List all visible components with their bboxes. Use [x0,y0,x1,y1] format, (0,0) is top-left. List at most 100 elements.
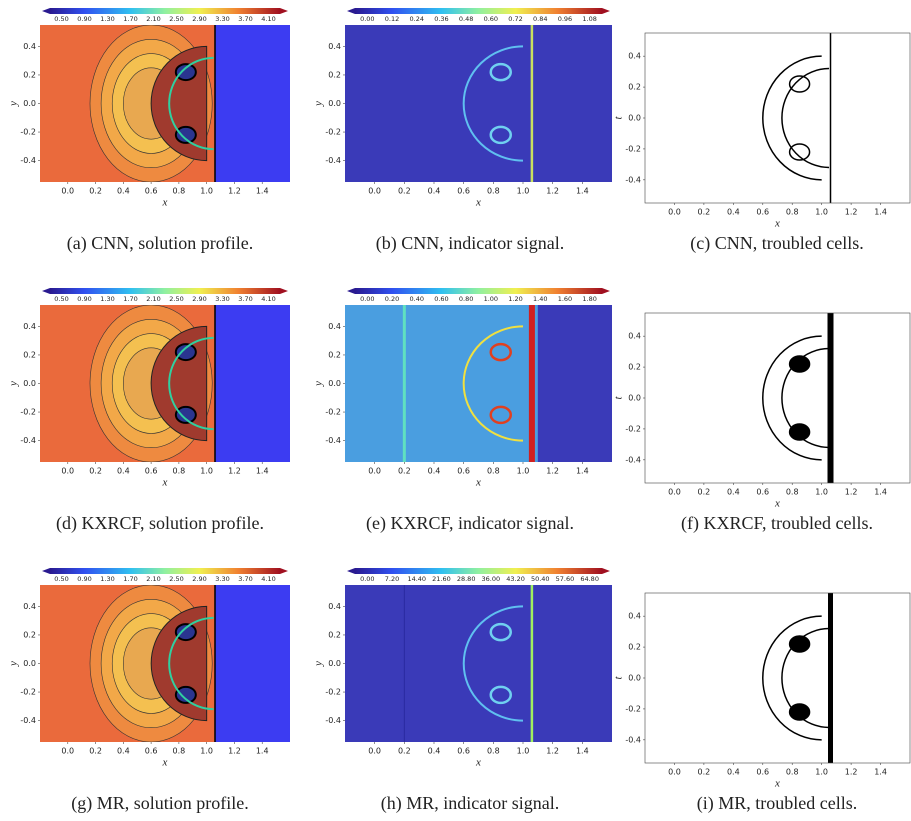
colorbar-tick-label: 1.70 [123,15,137,23]
colorbar-tick-label: 3.70 [238,15,252,23]
x-tick-label: 0.6 [457,187,470,196]
y-tick-label: 0.0 [628,114,641,123]
x-tick-label: 1.0 [815,488,828,497]
colorbar-tick-label: 2.90 [192,575,206,583]
colorbar-tick-label: 0.00 [360,15,374,23]
x-axis-label: x [774,778,780,790]
y-axis-label: y [313,101,325,107]
colorbar-end [347,288,355,294]
x-tick-label: 1.4 [874,488,887,497]
colorbar-tick-label: 0.20 [385,295,399,303]
plot-image [40,305,290,462]
colorbar-tick-label: 0.24 [410,15,424,23]
colorbar-tick-label: 3.70 [238,575,252,583]
colorbar-tick-label: 0.90 [77,295,91,303]
dome-signal [462,605,524,722]
x-tick-label: 1.0 [517,187,530,196]
caption: (f) KXRCF, troubled cells. [681,513,873,534]
y-tick-label: 0.0 [628,674,641,683]
x-tick-label: 0.0 [668,208,681,217]
caption: (i) MR, troubled cells. [697,793,857,814]
x-tick-label: 0.0 [368,187,381,196]
plot-image [40,25,290,182]
inner-front [168,56,214,151]
colorbar-tick-label: 3.30 [215,15,229,23]
y-tick-label: -0.4 [325,716,341,725]
x-tick-label: 0.4 [727,768,740,777]
x-axis-label: x [162,197,168,209]
colorbar-tick-label: 0.50 [54,575,68,583]
y-tick-label: 0.4 [328,42,341,51]
colorbar-tick-label: 1.80 [582,295,596,303]
colorbar-tick-label: 1.30 [100,15,114,23]
y-tick-label: -0.4 [625,735,641,744]
y-tick-label: 0.2 [628,83,641,92]
x-tick-label: 0.6 [756,768,769,777]
vortex [174,63,197,82]
inner-front [168,616,214,711]
post-shock [215,585,290,742]
colorbar-tick-label: 0.36 [434,15,448,23]
x-tick-label: 0.6 [145,467,158,476]
colorbar-tick-label: 1.30 [100,295,114,303]
colorbar-tick-label: 4.10 [261,575,275,583]
colorbar-tick-label: 0.12 [385,15,399,23]
x-tick-label: 0.6 [756,208,769,217]
colorbar-end [602,288,610,294]
y-axis-label: y [313,381,325,387]
colorbar-tick-label: 0.50 [54,295,68,303]
vortex-cells [788,635,811,653]
x-tick-label: 1.4 [256,747,269,756]
colorbar-tick-label: 2.50 [169,15,183,23]
colorbar-tick-label: 28.80 [457,575,476,583]
colorbar-tick-label: 43.20 [506,575,525,583]
x-tick-label: 1.2 [845,768,858,777]
field [645,313,910,483]
x-tick-label: 0.6 [145,747,158,756]
y-tick-label: 0.4 [23,42,36,51]
colorbar [50,568,280,574]
y-tick-label: -0.4 [625,175,641,184]
colorbar-tick-label: 2.10 [146,575,160,583]
post-shock [537,305,612,462]
y-tick-label: 0.0 [328,379,341,388]
post-shock [215,305,290,462]
x-tick-label: 0.0 [61,187,74,196]
colorbar-tick-label: 4.10 [261,15,275,23]
x-tick-label: 1.4 [576,467,589,476]
x-tick-label: 1.2 [845,488,858,497]
x-tick-label: 0.2 [89,747,102,756]
x-tick-label: 1.2 [546,187,559,196]
colorbar-tick-label: 21.60 [432,575,451,583]
colorbar-tick-label: 50.40 [531,575,550,583]
x-tick-label: 1.4 [576,747,589,756]
plot-image [345,25,612,182]
colorbar-end [280,8,288,14]
colorbar-tick-label: 4.10 [261,295,275,303]
colorbar [355,8,602,14]
x-tick-label: 0.2 [698,208,711,217]
y-axis-label: y [8,381,20,387]
colorbar-tick-label: 0.60 [434,295,448,303]
x-axis-label: x [475,477,481,489]
plot-image [645,313,910,483]
colorbar-tick-label: 1.70 [123,575,137,583]
colorbar-end [280,288,288,294]
y-tick-label: -0.2 [325,408,341,417]
vortex-cells [788,355,811,373]
x-tick-label: 0.4 [428,747,441,756]
inner-cells [781,67,830,169]
colorbar-end [347,8,355,14]
x-tick-label: 1.0 [517,467,530,476]
colorbar-tick-label: 36.00 [482,575,501,583]
y-axis-label: y [8,101,20,107]
x-tick-label: 0.2 [398,187,411,196]
field [645,33,910,203]
y-tick-label: 0.2 [23,350,36,359]
dome-cells [762,335,822,461]
x-tick-label: 0.4 [117,467,130,476]
x-axis-label: x [475,197,481,209]
x-tick-label: 0.6 [756,488,769,497]
x-tick-label: 1.4 [874,208,887,217]
colorbar-tick-label: 0.48 [459,15,473,23]
